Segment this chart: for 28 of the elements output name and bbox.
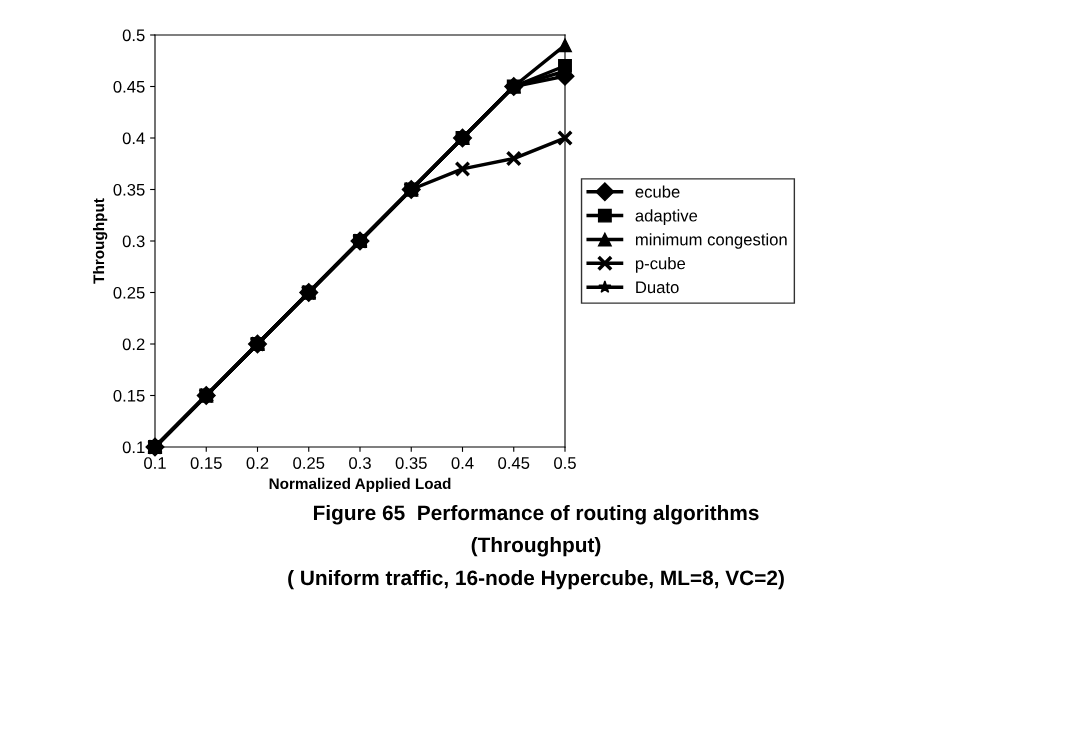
- legend-label: adaptive: [635, 209, 698, 225]
- x-tick-label: 0.15: [190, 457, 222, 469]
- text: Figure 65 Performance of routing algorithms: [313, 504, 759, 525]
- x-tick-label: 0.2: [246, 457, 269, 469]
- y-tick-label: 0.45: [113, 80, 145, 93]
- x-tick-label: 0.45: [498, 457, 530, 469]
- y-tick-label: 0.15: [113, 389, 145, 402]
- y-tick-label: 0.35: [113, 183, 145, 196]
- y-tick-label: 0.3: [122, 235, 145, 248]
- x-tick-label: 0.3: [349, 457, 371, 469]
- y-tick-label: 0.1: [122, 441, 145, 454]
- x-tick-label: 0.25: [293, 457, 325, 469]
- y-tick-label: 0.2: [122, 338, 145, 351]
- x-tick-label: 0.1: [144, 457, 166, 469]
- y-axis-title: Throughput: [92, 198, 108, 284]
- y-tick-label: 0.4: [122, 132, 145, 145]
- legend-label: minimum congestion: [635, 233, 787, 249]
- text: (Throughput): [471, 536, 601, 557]
- x-axis-title: Normalized Applied Load: [269, 477, 451, 493]
- legend-label: p-cube: [635, 257, 686, 273]
- legend-label: ecube: [635, 185, 680, 198]
- legend-label: Duato: [636, 281, 679, 294]
- y-tick-label: 0.25: [113, 286, 145, 299]
- x-tick-label: 0.4: [451, 457, 474, 469]
- x-tick-label: 0.35: [395, 457, 427, 469]
- y-tick-label: 0.5: [122, 29, 145, 42]
- x-tick-label: 0.5: [554, 457, 576, 469]
- text: ( Uniform traffic, 16-node Hypercube, ML=8, VC=2): [288, 569, 784, 590]
